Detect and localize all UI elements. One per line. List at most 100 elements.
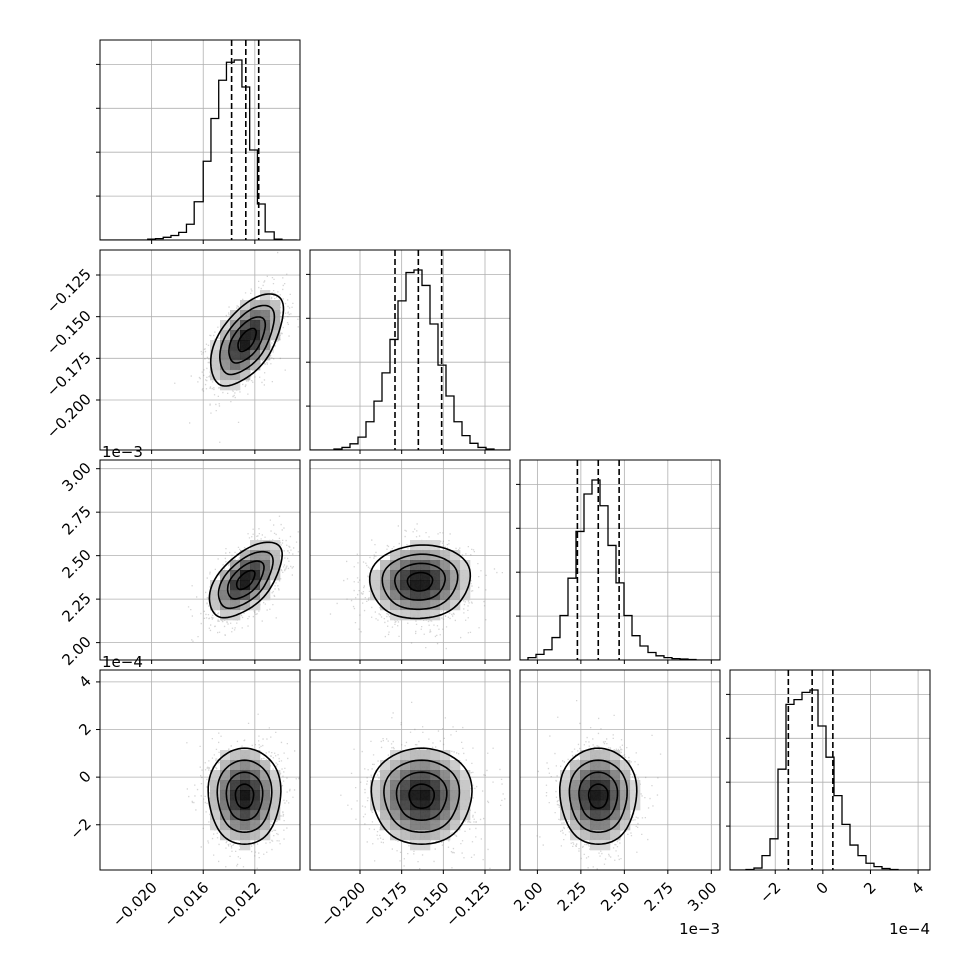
density-cell — [210, 800, 221, 811]
density-cell — [400, 750, 411, 761]
density-cell — [260, 820, 271, 831]
density-cell — [270, 780, 281, 791]
y-tick-label: −0.125 — [43, 265, 95, 317]
contour-line — [559, 747, 638, 846]
density-cell — [430, 750, 441, 761]
y-tick-label: 0 — [75, 767, 94, 786]
density-cell — [230, 590, 241, 601]
density-cell — [390, 600, 401, 611]
density-cell — [230, 330, 241, 341]
x-tick-label: −0.200 — [317, 878, 369, 930]
contour-line — [395, 771, 448, 822]
density-cell — [220, 580, 231, 591]
density-cell — [430, 800, 441, 811]
contour-line — [235, 569, 256, 591]
density-cell — [260, 290, 271, 301]
density-cell — [230, 580, 241, 591]
density-cell — [580, 800, 591, 811]
y-offset-label: 1e−4 — [102, 653, 143, 671]
density-cell — [260, 310, 271, 321]
density-cell — [270, 310, 281, 321]
density-cell — [450, 570, 461, 581]
density-cell — [400, 610, 411, 621]
density-cell — [570, 800, 581, 811]
contour-line — [208, 541, 284, 619]
density-cell — [240, 340, 251, 351]
density-cell — [240, 310, 251, 321]
density-cell — [260, 330, 271, 341]
density-cell — [390, 820, 401, 831]
density-cell — [600, 810, 611, 821]
density-cell — [570, 820, 581, 831]
histogram-step — [730, 689, 930, 870]
density-cell — [560, 810, 571, 821]
density-cell — [390, 780, 401, 791]
density-cell — [220, 340, 231, 351]
density-cell — [460, 580, 471, 591]
density-cell — [620, 820, 631, 831]
density-cell — [240, 840, 251, 851]
density-cell — [420, 760, 431, 771]
density-cell — [270, 300, 281, 311]
contour-line — [228, 316, 267, 364]
x-offset-label: 1e−4 — [889, 920, 930, 938]
density-cell — [450, 560, 461, 571]
density-cell — [380, 810, 391, 821]
density-cell — [220, 770, 231, 781]
density-cell — [240, 350, 251, 361]
y-tick-label: 4 — [75, 672, 94, 691]
density-cell — [450, 760, 461, 771]
density-cell — [450, 550, 461, 561]
density-cell — [570, 780, 581, 791]
contour-line — [587, 783, 609, 809]
density-cell — [240, 760, 251, 771]
density-cell — [230, 830, 241, 841]
density-cell — [400, 830, 411, 841]
density-cell — [210, 590, 221, 601]
density-cell — [620, 770, 631, 781]
density-cell — [270, 570, 281, 581]
density-cell — [430, 810, 441, 821]
density-cell — [270, 550, 281, 561]
density-cell — [270, 320, 281, 331]
density-cell — [420, 580, 431, 591]
density-cell — [380, 770, 391, 781]
panel-frame — [309, 669, 511, 871]
density-cell — [210, 580, 221, 591]
density-cell — [260, 570, 271, 581]
density-cell — [250, 300, 261, 311]
density-cell — [560, 800, 571, 811]
density-cell — [210, 780, 221, 791]
x-tick-label: −0.150 — [401, 878, 453, 930]
density-cell — [380, 580, 391, 591]
density-cell — [610, 780, 621, 791]
density-cell — [220, 350, 231, 361]
contour-line — [578, 771, 619, 822]
density-cell — [620, 760, 631, 771]
density-cell — [220, 800, 231, 811]
density-cell — [610, 750, 621, 761]
density-cell — [590, 770, 601, 781]
density-cell — [230, 750, 241, 761]
contour-line — [225, 771, 264, 822]
histogram-step — [310, 269, 510, 450]
density-cell — [230, 370, 241, 381]
x-tick-label: 2.75 — [641, 878, 677, 914]
contour-line — [568, 759, 628, 834]
density-cell — [630, 790, 641, 801]
density-cell — [410, 800, 421, 811]
density-cell — [240, 770, 251, 781]
x-tick-label: −0.016 — [160, 878, 212, 930]
density-cell — [260, 770, 271, 781]
contour-line — [234, 783, 255, 809]
density-cell — [410, 810, 421, 821]
density-cell — [400, 780, 411, 791]
density-cell — [580, 820, 591, 831]
density-cell — [260, 830, 271, 841]
density-cell — [390, 560, 401, 571]
contour-line — [216, 759, 273, 834]
density-cell — [240, 820, 251, 831]
density-cell — [370, 570, 381, 581]
density-cell — [420, 600, 431, 611]
